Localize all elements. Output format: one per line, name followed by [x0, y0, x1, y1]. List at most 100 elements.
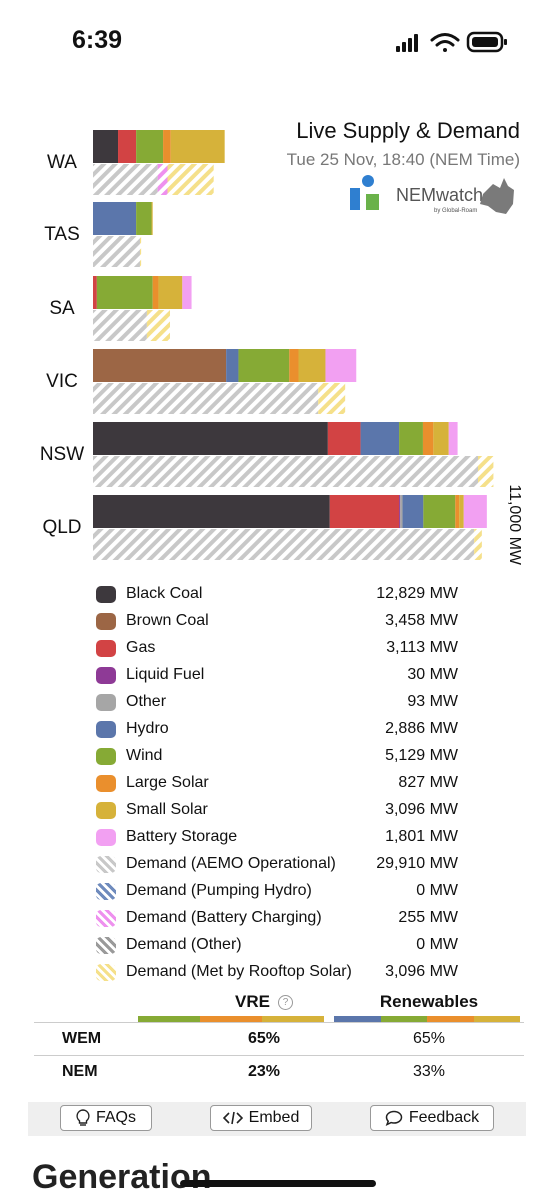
feedback-label: Feedback	[408, 1109, 480, 1126]
legend-label: Gas	[126, 639, 156, 656]
region-label-sa: SA	[49, 298, 75, 319]
legend-label: Brown Coal	[126, 612, 209, 629]
legend-swatch	[96, 802, 116, 819]
legend-value: 12,829 MW	[376, 585, 458, 602]
status-bar: 6:39	[0, 0, 554, 80]
bar-supply-nsw-black-coal	[93, 422, 328, 455]
legend-item: Brown Coal 3,458 MW	[96, 609, 476, 636]
legend: Black Coal 12,829 MW Brown Coal 3,458 MW Gas…	[96, 582, 476, 987]
legend-swatch	[96, 694, 116, 711]
legend-label: Demand (AEMO Operational)	[126, 855, 336, 872]
bar-demand-sa-demand-met-by-rooftop-solar	[146, 310, 170, 341]
legend-item: Black Coal 12,829 MW	[96, 582, 476, 609]
bar-supply-nsw-hydro	[360, 422, 400, 455]
legend-item: Small Solar 3,096 MW	[96, 798, 476, 825]
australia-map-icon	[480, 178, 514, 214]
bar-supply-vic-hydro	[226, 349, 239, 382]
legend-item: Hydro 2,886 MW	[96, 717, 476, 744]
legend-item: Demand (Other) 0 MW	[96, 933, 476, 960]
bar-demand-wa-demand-battery-charging	[157, 164, 168, 195]
renewables-color-strip	[334, 1016, 520, 1022]
bar-demand-qld-demand-met-by-rooftop-solar	[474, 529, 482, 560]
bar-supply-qld-hydro	[402, 495, 424, 528]
bar-supply-vic-brown-coal	[93, 349, 227, 382]
bar-supply-wa-large-solar	[163, 130, 171, 163]
legend-item: Demand (Battery Charging) 255 MW	[96, 906, 476, 933]
bar-supply-sa-battery-storage	[182, 276, 192, 309]
vre-value: 65%	[247, 1030, 281, 1047]
bar-supply-qld-large-solar	[455, 495, 460, 528]
legend-label: Other	[126, 693, 167, 710]
legend-value: 3,113 MW	[386, 639, 458, 656]
legend-label: Battery Storage	[126, 828, 238, 845]
legend-label: Wind	[126, 747, 163, 764]
bar-supply-sa-gas	[93, 276, 97, 309]
legend-value: 0 MW	[416, 882, 458, 899]
legend-swatch	[96, 775, 116, 792]
bar-supply-wa-wind	[136, 130, 164, 163]
legend-label: Demand (Other)	[126, 936, 242, 953]
legend-value: 3,096 MW	[385, 801, 458, 818]
vre-value: 23%	[247, 1063, 281, 1080]
legend-swatch	[96, 856, 116, 873]
faqs-button[interactable]: FAQs	[60, 1105, 152, 1131]
bar-demand-tas-demand-aemo-operational	[93, 236, 140, 267]
legend-swatch	[96, 640, 116, 657]
legend-swatch	[96, 721, 116, 738]
bar-supply-qld-black-coal	[93, 495, 330, 528]
legend-item: Demand (Met by Rooftop Solar) 3,096 MW	[96, 960, 476, 987]
bar-supply-nsw-battery-storage	[448, 422, 458, 455]
feedback-button[interactable]: Feedback	[370, 1105, 494, 1131]
bar-supply-qld-liquid-fuel	[399, 495, 401, 528]
table-row: NEM 23% 33%	[34, 1055, 524, 1088]
vre-color-strip	[138, 1016, 324, 1022]
bar-supply-nsw-small-solar	[433, 422, 449, 455]
bar-supply-wa-small-solar	[170, 130, 225, 163]
legend-item: Wind 5,129 MW	[96, 744, 476, 771]
bar-supply-vic-large-solar	[289, 349, 299, 382]
legend-swatch	[96, 829, 116, 846]
table-row: WEM 65% 65%	[34, 1022, 524, 1055]
embed-button[interactable]: Embed	[210, 1105, 312, 1131]
nemwatch-logo: NEMwatch by Global-Roam	[350, 175, 514, 214]
cellular-signal-icon	[396, 34, 418, 52]
code-icon	[222, 1111, 243, 1125]
legend-label: Hydro	[126, 720, 169, 737]
logo-text: NEMwatch	[396, 185, 483, 205]
vre-column-header: VRE?	[164, 992, 364, 1012]
region-label-qld: QLD	[42, 517, 81, 538]
legend-value: 3,458 MW	[385, 612, 458, 629]
help-icon[interactable]: ?	[277, 995, 293, 1010]
battery-icon	[466, 31, 507, 53]
legend-value: 255 MW	[398, 909, 458, 926]
bar-supply-qld-battery-storage	[463, 495, 487, 528]
legend-swatch	[96, 613, 116, 630]
bar-demand-nsw-demand-met-by-rooftop-solar	[478, 456, 494, 487]
legend-swatch	[96, 937, 116, 954]
legend-value: 3,096 MW	[385, 963, 458, 980]
embed-label: Embed	[248, 1109, 300, 1126]
legend-item: Other 93 MW	[96, 690, 476, 717]
legend-item: Demand (AEMO Operational) 29,910 MW	[96, 852, 476, 879]
bar-supply-nsw-large-solar	[422, 422, 434, 455]
legend-value: 93 MW	[407, 693, 458, 710]
logo-subtext: by Global-Roam	[434, 208, 477, 214]
legend-swatch	[96, 667, 116, 684]
home-indicator	[180, 1180, 376, 1187]
region-name: NEM	[62, 1063, 98, 1080]
legend-label: Demand (Battery Charging)	[126, 909, 322, 926]
bar-supply-qld-gas	[329, 495, 400, 528]
legend-label: Demand (Pumping Hydro)	[126, 882, 312, 899]
status-icons	[396, 31, 507, 53]
bar-supply-tas-small-solar	[151, 202, 153, 235]
bar-supply-vic-wind	[238, 349, 290, 382]
legend-swatch	[96, 964, 116, 981]
bar-supply-sa-large-solar	[152, 276, 159, 309]
legend-value: 29,910 MW	[376, 855, 458, 872]
bar-demand-tas-demand-met-by-rooftop-solar	[139, 236, 142, 267]
legend-value: 0 MW	[416, 936, 458, 953]
legend-value: 5,129 MW	[385, 747, 458, 764]
legend-item: Battery Storage 1,801 MW	[96, 825, 476, 852]
region-label-tas: TAS	[44, 224, 80, 245]
bar-supply-qld-small-solar	[459, 495, 464, 528]
